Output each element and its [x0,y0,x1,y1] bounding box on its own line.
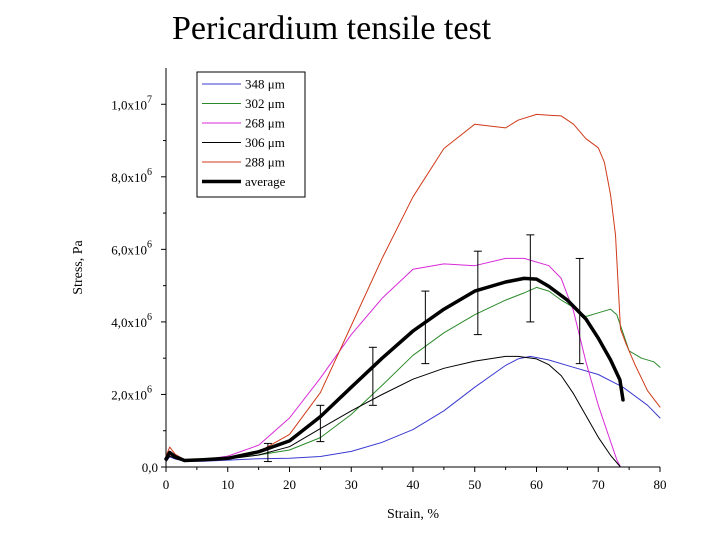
legend: 348 μm 302 μm 268 μm 306 μm 288 μm average [196,71,306,198]
error-bar [473,250,482,336]
y-tick-label: 8,0x106 [111,167,152,185]
legend-label: 302 μm [245,96,285,111]
y-tick-label: 0,0 [142,460,158,475]
series-average-line [164,276,625,463]
y-tick-label: 6,0x106 [111,239,152,257]
x-tick-label: 50 [468,477,481,492]
x-tick-label: 70 [592,477,605,492]
x-tick-label: 60 [530,477,543,492]
y-tick-label: 2,0x106 [111,384,152,402]
error-bar [263,442,272,463]
error-bar [316,404,325,443]
series-layer [164,113,661,468]
legend-label: 288 μm [245,155,285,170]
legend-label: 306 μm [245,135,285,150]
slide-title: Pericardium tensile test [172,10,492,47]
legend-label: 268 μm [245,116,285,131]
y-axis-title: Stress, Pa [71,239,86,294]
legend-label: average [245,174,286,189]
series-302-m-line [165,286,661,462]
legend-box [196,71,306,198]
y-tick-label: 1,0x107 [111,94,152,112]
series-348-m-line [165,355,661,463]
error-bar [575,257,584,365]
x-tick-label: 10 [221,477,234,492]
series-306-m-line [165,355,621,468]
x-tick-label: 30 [345,477,358,492]
x-tick-label: 40 [407,477,420,492]
legend-label: 348 μm [245,77,285,92]
error-bar [368,346,377,406]
x-tick-label: 20 [283,477,296,492]
error-bar [526,234,535,323]
x-tick-label: 0 [163,477,170,492]
error-bar [421,290,430,365]
error-bars-layer [263,234,584,463]
x-tick-label: 80 [654,477,667,492]
axes-layer: 0 10 20 30 40 50 60 70 80 0,0 2,0x106 4,0x106 6,0x10… [71,68,667,522]
x-axis-title: Strain, % [387,507,439,522]
y-tick-label: 4,0x106 [111,312,152,330]
